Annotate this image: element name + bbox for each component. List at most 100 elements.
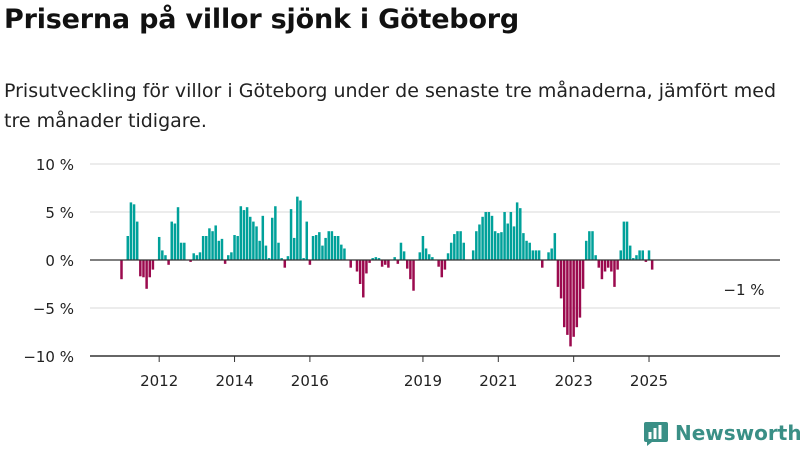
bar (522, 233, 525, 260)
bar (572, 260, 575, 337)
bar (553, 233, 557, 260)
bar (409, 260, 412, 280)
bar (252, 221, 255, 260)
bar (418, 252, 422, 260)
bar (459, 231, 462, 260)
bar (201, 236, 205, 260)
bar (151, 260, 155, 270)
bar (192, 253, 195, 260)
bar (302, 258, 305, 260)
bar (333, 236, 337, 260)
bar (120, 260, 123, 280)
bar (217, 240, 221, 260)
bar (377, 258, 381, 260)
bar (384, 260, 387, 265)
bar (223, 260, 227, 264)
bar (632, 258, 635, 260)
bar (274, 206, 277, 260)
bar (471, 250, 475, 260)
bar (481, 216, 484, 260)
bar (456, 231, 459, 260)
bar (183, 242, 186, 260)
bar (547, 252, 550, 260)
bar (647, 250, 651, 260)
y-tick-label: −5 % (33, 300, 74, 318)
bar (556, 260, 560, 287)
newsworthy-logo-icon (644, 422, 668, 446)
bar (255, 226, 258, 260)
bar (625, 221, 629, 260)
bar (314, 235, 318, 260)
bar (628, 245, 632, 260)
newsworthy-logo: Newsworthy (643, 420, 800, 446)
bar (145, 260, 148, 289)
x-tick-label: 2019 (404, 372, 442, 390)
bar (132, 204, 136, 260)
bar (267, 258, 271, 260)
bar (412, 260, 415, 291)
bar (591, 231, 594, 260)
x-tick-label: 2021 (479, 372, 517, 390)
bar (550, 248, 553, 260)
bar (509, 212, 513, 260)
bar (597, 260, 601, 268)
bar (179, 242, 183, 260)
bar (575, 260, 579, 328)
bar (402, 251, 406, 260)
bar (292, 237, 296, 260)
bar (343, 248, 346, 260)
bar (220, 238, 224, 260)
bar (380, 260, 384, 267)
bar (368, 260, 371, 263)
bar (503, 212, 506, 260)
bar (305, 221, 309, 260)
bar (440, 260, 444, 278)
bar (311, 236, 315, 260)
bar (261, 215, 265, 260)
bar (424, 248, 428, 260)
x-tick-label: 2016 (291, 372, 329, 390)
bar (327, 231, 330, 260)
bar (462, 242, 466, 260)
bar (528, 242, 531, 260)
bar (283, 260, 287, 268)
bar (355, 260, 359, 272)
bar (497, 233, 500, 260)
bar (270, 217, 274, 260)
bar (318, 232, 321, 260)
bar (421, 236, 425, 260)
bar (622, 221, 626, 260)
y-tick-label: 0 % (45, 252, 74, 270)
bar (258, 240, 261, 260)
bar (387, 260, 390, 268)
bar (427, 254, 431, 260)
bar (475, 231, 478, 260)
bar (167, 260, 170, 265)
bar (236, 236, 239, 260)
bar (321, 245, 324, 260)
bar (393, 257, 396, 260)
bars (120, 196, 654, 347)
bar (214, 225, 217, 260)
bar (277, 242, 280, 260)
bar (519, 208, 522, 260)
bar (515, 202, 519, 260)
bar (641, 250, 644, 260)
bar (512, 226, 516, 260)
bar (578, 260, 582, 318)
bar (562, 260, 566, 328)
bar (437, 260, 440, 267)
bar (484, 212, 487, 260)
bar (227, 255, 230, 260)
bar (208, 228, 211, 260)
bar (399, 242, 403, 260)
bar (142, 260, 145, 278)
bar (286, 256, 290, 260)
x-tick-label: 2012 (140, 372, 178, 390)
bar (606, 260, 610, 268)
bar (308, 260, 312, 265)
bar (559, 260, 563, 299)
bar (525, 240, 528, 260)
bar (531, 250, 535, 260)
bar (534, 250, 538, 260)
